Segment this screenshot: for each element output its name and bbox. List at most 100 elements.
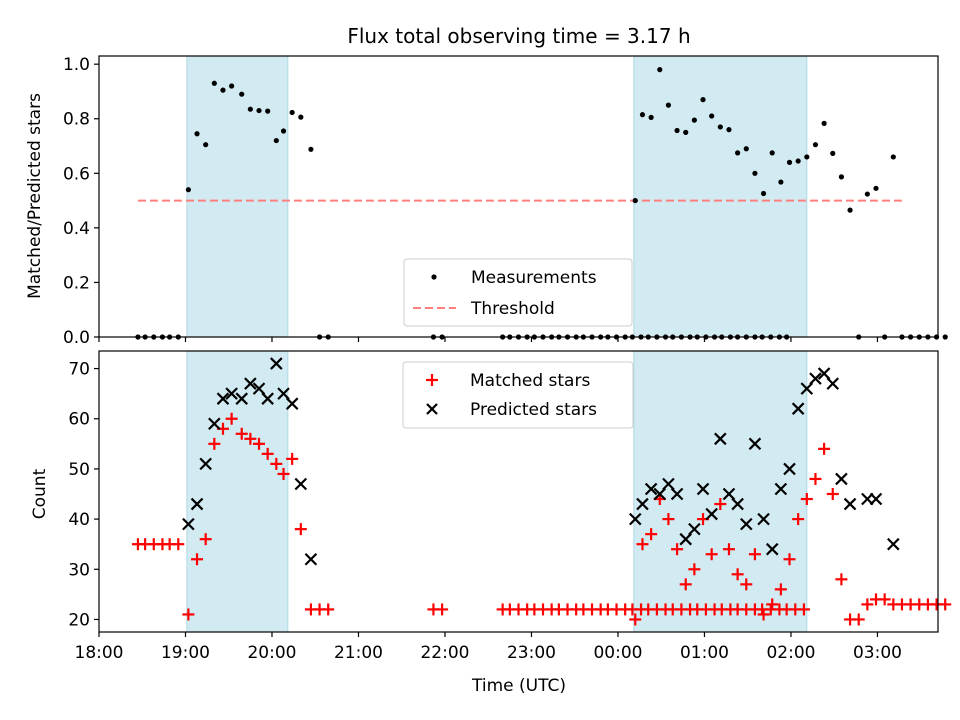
x-tick-label: 18:00 [75,643,124,663]
x-tick-label: 01:00 [680,643,729,663]
predicted-star-point [836,473,847,484]
predicted-star-point [295,478,306,489]
measurement-point [298,115,303,120]
measurement-point [744,146,749,151]
y-tick-label: 0.2 [63,273,90,293]
bottom-y-axis-label: Count [30,468,50,519]
measurement-point [666,103,671,108]
x-tick-label: 23:00 [507,643,556,663]
measurement-point [787,160,792,165]
y-tick-label: 60 [68,410,90,430]
matched-star-point [436,603,448,615]
measurement-point [203,142,208,147]
matched-star-point [853,613,865,625]
y-tick-label: 0.4 [63,219,90,239]
y-tick-label: 30 [68,560,90,580]
predicted-star-point [871,494,882,505]
measurement-point [248,107,253,112]
predicted-star-point [888,539,899,550]
measurement-point [256,108,261,113]
measurement-point [220,88,225,93]
matched-star-point [827,488,839,500]
measurement-point [633,198,638,203]
measurement-point [726,127,731,132]
measurement-point [649,115,654,120]
matched-star-point [322,603,334,615]
y-tick-label: 1.0 [63,55,90,75]
y-tick-label: 50 [68,460,90,480]
measurement-point [752,171,757,176]
measurement-point [796,158,801,163]
measurement-point [239,92,244,97]
top-panel: 0.0 0.2 0.4 0.6 0.8 1.0 Matched/Predicted sta… [25,55,948,348]
predicted-star-point [845,499,856,510]
x-tick-label: 19:00 [161,643,210,663]
bottom-x-ticks: 18:00 19:00 20:00 21:00 22:00 23:00 00:00 01:00… [75,632,902,663]
measurement-point [657,67,662,72]
top-y-axis-label: Matched/Predicted stars [25,93,45,299]
measurement-point [873,186,878,191]
measurement-point [674,128,679,133]
y-tick-label: 0.6 [63,164,90,184]
measurement-point [778,179,783,184]
measurement-point [212,81,217,86]
measurement-point [761,191,766,196]
measurement-point [194,131,199,136]
measurement-point [813,142,818,147]
y-tick-label: 20 [68,610,90,630]
shaded-interval [187,56,288,337]
x-tick-label: 22:00 [420,643,469,663]
measurement-point [943,334,948,339]
measurement-point [770,150,775,155]
y-tick-label: 40 [68,510,90,530]
x-tick-label: 02:00 [766,643,815,663]
measurement-point [891,154,896,159]
y-tick-label: 70 [68,360,90,380]
x-tick-label: 21:00 [334,643,383,663]
bottom-panel: 20 30 40 50 60 70 18:00 19:00 20:00 21:00 22:00 23… [30,351,951,696]
matched-star-point [172,538,184,550]
measurement-point [308,147,313,152]
measurement-point [265,109,270,114]
measurement-point [281,128,286,133]
measurement-point [274,138,279,143]
top-legend: Measurements Threshold [404,259,632,326]
bottom-legend: Matched stars Predicted stars [403,362,633,428]
legend-predicted-label: Predicted stars [470,400,597,420]
measurement-point [692,118,697,123]
measurement-point [830,151,835,156]
measurement-point [186,187,191,192]
measurement-point [700,97,705,102]
figure: Flux total observing time = 3.17 h 0.00.… [0,0,960,720]
y-tick-label: 0.8 [63,110,90,130]
measurement-point [804,154,809,159]
legend-threshold-label: Threshold [470,299,555,319]
top-y-ticks: 0.0 0.2 0.4 0.6 0.8 1.0 [63,55,99,348]
measurement-point [229,83,234,88]
measurement-point [290,110,295,115]
matched-star-point [809,473,821,485]
shaded-interval [634,56,807,337]
predicted-star-point [827,378,838,389]
x-axis-label: Time (UTC) [471,676,566,696]
y-tick-label: 0.0 [63,328,90,348]
measurement-point [640,112,645,117]
legend-measurements-marker [431,274,436,279]
x-tick-label: 20:00 [247,643,296,663]
matched-star-point [818,443,830,455]
measurement-point [735,150,740,155]
measurement-point [839,174,844,179]
measurement-point [683,130,688,135]
x-tick-label: 00:00 [593,643,642,663]
legend-matched-label: Matched stars [470,371,590,391]
bottom-y-ticks: 20 30 40 50 60 70 [68,360,99,631]
matched-star-point [295,523,307,535]
measurement-point [865,191,870,196]
legend-measurements-label: Measurements [471,268,597,288]
measurement-point [718,124,723,129]
matched-star-point [835,573,847,585]
measurement-point [847,208,852,213]
predicted-star-point [305,554,316,565]
x-tick-label: 03:00 [853,643,902,663]
matched-star-point [939,598,951,610]
